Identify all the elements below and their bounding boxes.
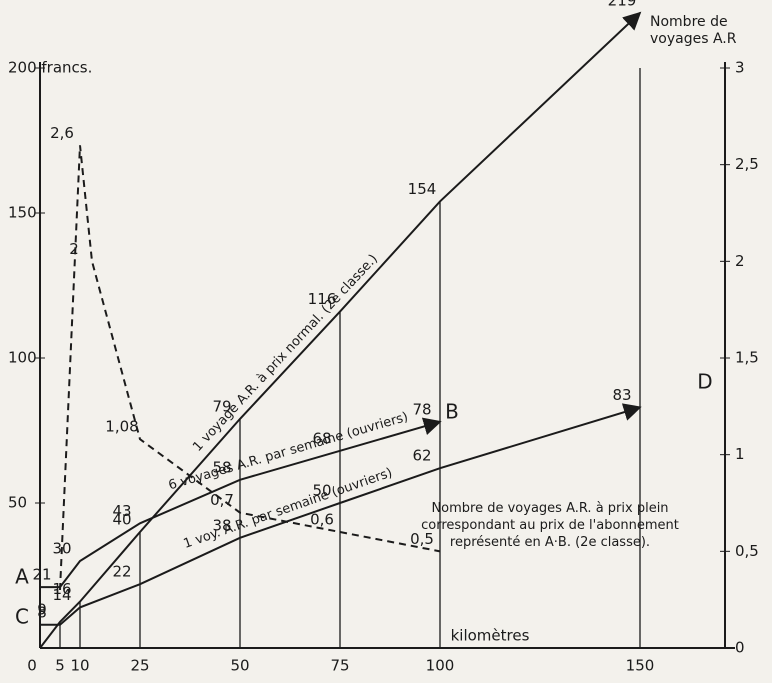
x-tick-label: 5 [55, 657, 65, 675]
annotation: D [697, 370, 712, 394]
annotation: A [15, 565, 29, 589]
data-label: 79 [212, 397, 231, 415]
series-name: Nombre de voyages A.R. à prix plein corr… [421, 501, 679, 550]
series-line [40, 403, 642, 626]
y2-tick-label: 3 [735, 59, 745, 77]
annotation: C [15, 605, 29, 629]
data-label: 43 [112, 502, 131, 520]
x-tick-label: 150 [626, 657, 655, 675]
data-label: 219 [608, 0, 637, 9]
data-label: 83 [612, 386, 631, 404]
data-label: 78 [412, 400, 431, 418]
annotation: B [445, 400, 459, 424]
x-tick-label: 50 [230, 657, 249, 675]
data-label: 0,7 [210, 491, 234, 509]
data-label: 154 [408, 180, 437, 198]
x-tick-label: 75 [330, 657, 349, 675]
data-label: 40 [112, 511, 131, 529]
y-tick-label: 150 [8, 204, 37, 222]
x-tick-label: 0 [27, 657, 37, 675]
x-axis-title: kilomètres [451, 627, 530, 645]
y-tick-label: 50 [8, 494, 27, 512]
y2-axis-title: Nombre de voyages A.R [650, 14, 737, 47]
y2-tick-label: 2,5 [735, 155, 759, 173]
data-label: 68 [312, 429, 331, 447]
data-label: 22 [112, 563, 131, 581]
data-label: 9 [37, 600, 47, 618]
data-label: 116 [308, 290, 337, 308]
x-tick-label: 100 [426, 657, 455, 675]
data-label: 16 [52, 580, 71, 598]
series-line [59, 145, 441, 591]
x-tick-label: 25 [130, 657, 149, 675]
data-label: 0,6 [310, 511, 334, 529]
y2-tick-label: 2 [735, 252, 745, 270]
y2-tick-label: 0 [735, 639, 745, 657]
y2-tick-label: 1,5 [735, 349, 759, 367]
y-tick-label: 200 francs. [8, 59, 92, 77]
x-tick-label: 10 [70, 657, 89, 675]
data-label: 2,6 [50, 124, 74, 142]
data-label: 8 [37, 603, 47, 621]
data-label: 58 [212, 458, 231, 476]
data-label: 21 [32, 566, 51, 584]
y-tick-label: 100 [8, 349, 37, 367]
y2-tick-label: 1 [735, 445, 745, 463]
data-label: 0,5 [410, 530, 434, 548]
data-label: 14 [52, 586, 71, 604]
data-label: 50 [312, 482, 331, 500]
y2-tick-label: 0,5 [735, 542, 759, 560]
data-label: 2 [69, 240, 79, 258]
data-label: 1,08 [105, 418, 138, 436]
data-label: 38 [212, 516, 231, 534]
data-label: 62 [412, 447, 431, 465]
